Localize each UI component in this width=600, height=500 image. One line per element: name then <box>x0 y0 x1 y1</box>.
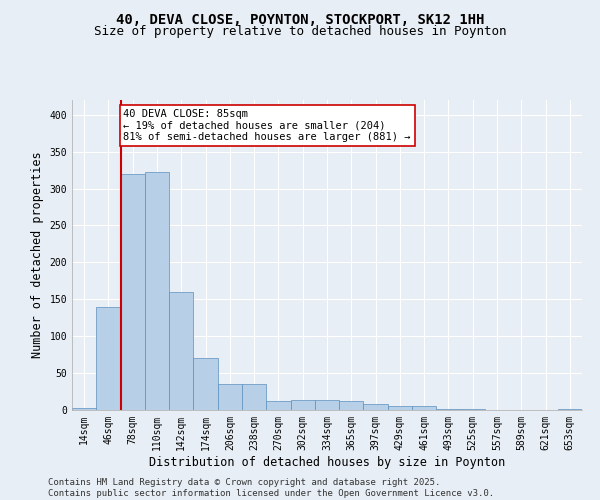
Bar <box>242 384 266 410</box>
Text: 40 DEVA CLOSE: 85sqm
← 19% of detached houses are smaller (204)
81% of semi-deta: 40 DEVA CLOSE: 85sqm ← 19% of detached h… <box>124 109 411 142</box>
Bar <box>412 406 436 410</box>
Bar <box>218 384 242 410</box>
Bar <box>72 408 96 410</box>
Bar <box>388 406 412 410</box>
Bar <box>290 400 315 410</box>
Bar <box>193 358 218 410</box>
Bar <box>315 400 339 410</box>
Bar <box>169 292 193 410</box>
Y-axis label: Number of detached properties: Number of detached properties <box>31 152 44 358</box>
Bar <box>339 401 364 410</box>
Bar <box>364 404 388 410</box>
Bar <box>145 172 169 410</box>
Text: Contains HM Land Registry data © Crown copyright and database right 2025.
Contai: Contains HM Land Registry data © Crown c… <box>48 478 494 498</box>
X-axis label: Distribution of detached houses by size in Poynton: Distribution of detached houses by size … <box>149 456 505 468</box>
Text: Size of property relative to detached houses in Poynton: Size of property relative to detached ho… <box>94 25 506 38</box>
Bar <box>96 308 121 410</box>
Text: 40, DEVA CLOSE, POYNTON, STOCKPORT, SK12 1HH: 40, DEVA CLOSE, POYNTON, STOCKPORT, SK12… <box>116 12 484 26</box>
Bar <box>558 408 582 410</box>
Bar <box>266 401 290 410</box>
Bar <box>121 174 145 410</box>
